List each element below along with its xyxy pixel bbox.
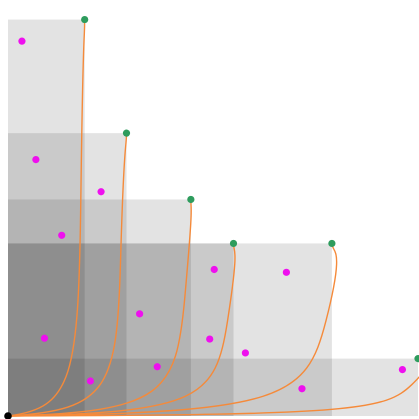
- scatter-point-5: [210, 265, 218, 274]
- scatter-point-7: [136, 310, 144, 318]
- pareto-point-3: [187, 195, 195, 204]
- scatter-point-13: [298, 385, 306, 393]
- front-curve-3: [7, 199, 192, 417]
- front-curve-4: [7, 243, 236, 417]
- pareto-point-2: [122, 129, 131, 137]
- origin-to-front-curves: [7, 19, 419, 417]
- scatter-point-14: [398, 366, 407, 374]
- scatter-point-3: [97, 188, 105, 196]
- scatter-point-12: [86, 377, 95, 385]
- scatter-point-2: [32, 155, 40, 164]
- pareto-point-5: [328, 239, 336, 248]
- pareto-point-4: [229, 239, 238, 248]
- scatter-point-10: [241, 349, 249, 357]
- scatter-points: [18, 37, 407, 393]
- front-curve-2: [7, 133, 128, 417]
- scatter-point-11: [153, 363, 161, 371]
- scatter-point-9: [40, 334, 49, 342]
- pareto-point-6: [414, 355, 419, 363]
- scatter-point-6: [282, 268, 290, 276]
- scatter-point-8: [206, 335, 214, 343]
- dominated-regions: [8, 19, 418, 416]
- front-curve-1: [7, 19, 86, 417]
- front-curve-5: [7, 243, 338, 417]
- origin-point: [4, 412, 12, 419]
- pareto-front-points: [81, 15, 419, 363]
- scatter-point-4: [58, 231, 66, 239]
- front-curve-6: [7, 357, 419, 417]
- pareto-point-1: [81, 15, 89, 24]
- origin-marker: [4, 412, 12, 419]
- scatter-point-1: [18, 37, 26, 45]
